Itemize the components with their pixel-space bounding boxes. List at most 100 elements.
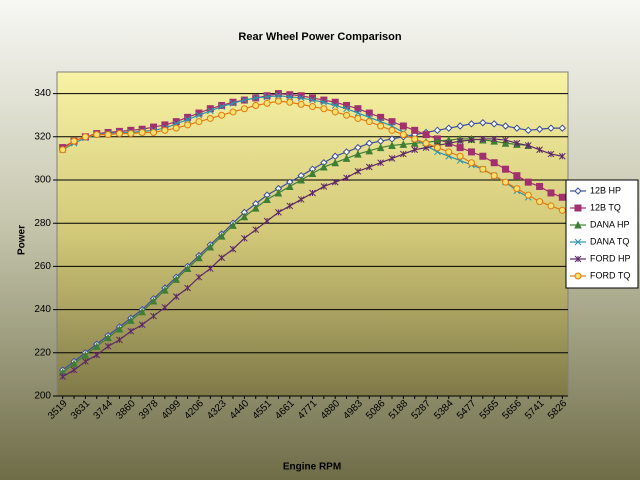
data-point [547, 124, 555, 132]
data-point [172, 293, 180, 300]
data-point [501, 122, 510, 130]
data-point [241, 234, 248, 242]
data-point [433, 144, 441, 152]
y-tick-label: 260 [34, 261, 51, 272]
data-point [195, 109, 203, 117]
data-point [184, 116, 191, 123]
data-point [127, 130, 135, 138]
data-point [240, 105, 248, 113]
data-point [388, 118, 396, 126]
data-point [399, 131, 407, 139]
data-point [547, 202, 555, 210]
data-point [490, 135, 498, 143]
data-point [536, 146, 543, 154]
data-point [229, 245, 237, 253]
data-point [377, 159, 384, 167]
data-point [251, 203, 260, 212]
data-point [411, 126, 419, 134]
data-point [558, 124, 567, 132]
data-point [399, 122, 407, 130]
data-point [388, 155, 396, 162]
legend-marker [574, 238, 582, 246]
data-point [172, 275, 181, 283]
legend-label: FORD HP [590, 253, 631, 263]
data-point [433, 126, 442, 135]
data-point [331, 158, 340, 167]
data-point [410, 139, 419, 147]
data-point [195, 253, 203, 262]
data-point [502, 136, 509, 144]
data-point [218, 103, 226, 110]
data-point [70, 359, 78, 368]
data-point [82, 358, 89, 365]
data-point [524, 191, 532, 199]
plot-area [56, 71, 569, 397]
data-point [274, 90, 282, 98]
data-point [81, 350, 90, 359]
data-point [467, 148, 475, 156]
data-point [376, 143, 385, 152]
data-point [240, 212, 249, 221]
data-point [59, 146, 67, 154]
data-point [70, 366, 78, 374]
y-tick-label: 240 [34, 304, 51, 315]
data-point [467, 159, 475, 167]
data-point [513, 139, 521, 147]
data-point [195, 111, 203, 119]
data-point [252, 226, 260, 234]
data-point [115, 130, 123, 138]
data-point [354, 114, 362, 122]
data-point [513, 172, 521, 180]
data-point [479, 135, 487, 143]
data-point [206, 107, 214, 115]
data-point [297, 196, 305, 203]
data-point [92, 342, 101, 350]
data-point [161, 286, 169, 294]
y-tick-label: 320 [34, 131, 51, 142]
data-point [479, 165, 487, 173]
data-point [286, 93, 294, 101]
data-point [127, 327, 135, 335]
data-point [331, 178, 339, 186]
data-point [422, 131, 430, 139]
data-point [388, 126, 396, 134]
data-point [263, 195, 271, 203]
data-point [297, 92, 305, 100]
data-point [558, 193, 566, 201]
data-point [184, 284, 191, 292]
data-point [320, 96, 328, 104]
data-point [456, 122, 464, 130]
data-point [365, 118, 373, 126]
data-point [217, 232, 226, 240]
data-point [320, 162, 328, 171]
data-point [59, 373, 67, 380]
data-point [150, 128, 158, 136]
data-point [320, 183, 328, 190]
legend-label: FORD TQ [590, 270, 630, 280]
legend-marker [574, 220, 582, 229]
data-point [467, 120, 476, 128]
data-point [479, 119, 487, 127]
legend-marker [574, 272, 582, 280]
data-point [308, 169, 317, 178]
data-point [399, 150, 407, 158]
y-tick-label: 340 [34, 88, 51, 99]
data-point [138, 321, 146, 329]
data-point [172, 124, 180, 132]
data-point [456, 152, 464, 160]
data-point [93, 131, 101, 139]
data-point [536, 198, 544, 206]
data-point [343, 111, 351, 119]
data-point [263, 93, 271, 101]
data-point [320, 98, 328, 106]
data-point [377, 122, 385, 130]
legend-marker [574, 255, 582, 263]
data-point [274, 188, 283, 197]
data-point [422, 139, 430, 147]
data-point [445, 148, 453, 156]
data-point [558, 152, 566, 160]
data-point [331, 108, 339, 116]
data-point [252, 101, 260, 109]
y-tick-label: 200 [34, 391, 51, 402]
